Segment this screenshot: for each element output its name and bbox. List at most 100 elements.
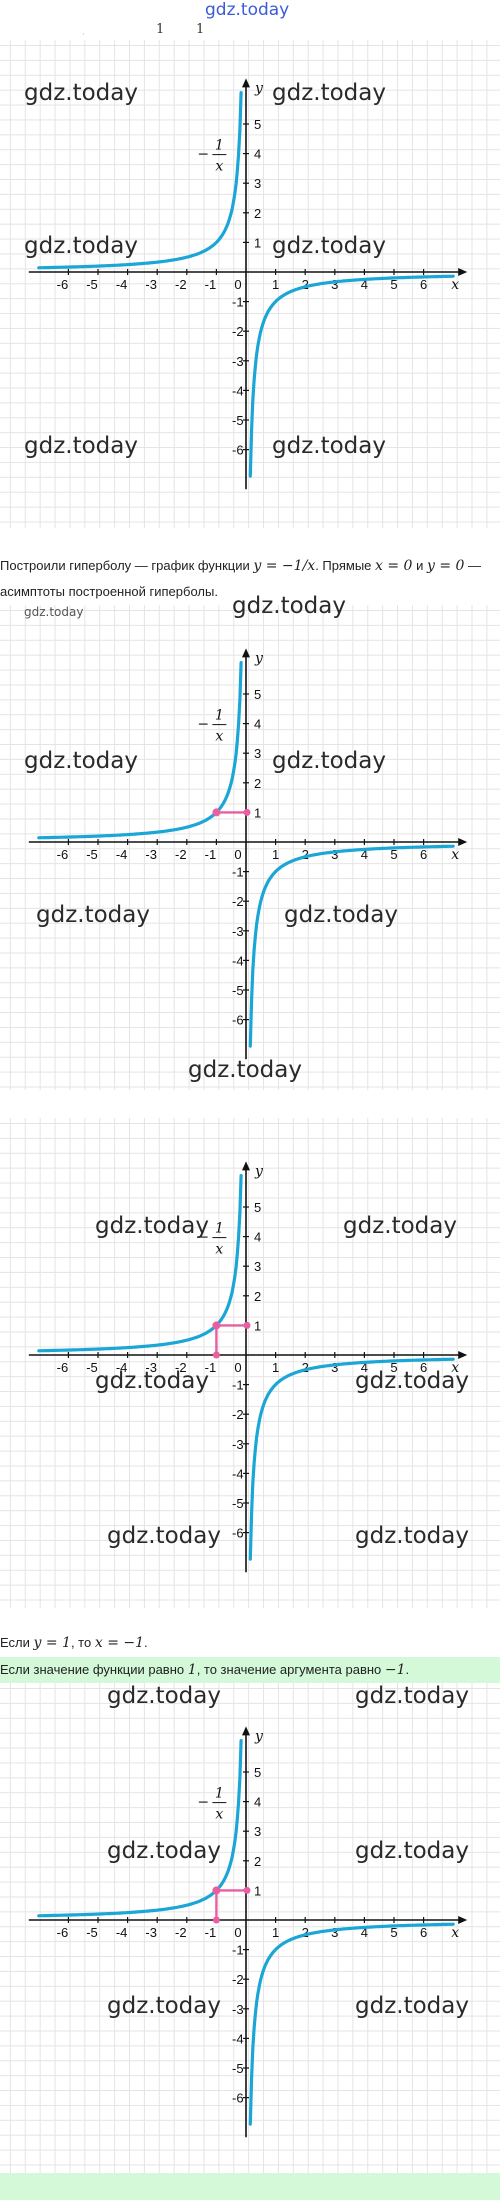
x-tick-label: 2 — [302, 277, 309, 292]
y-axis-arrow — [242, 78, 250, 88]
x-tick-label: 1 — [272, 1360, 279, 1375]
x-tick-label: -1 — [205, 277, 217, 292]
y-tick-label: 2 — [254, 206, 261, 221]
top-header: gdz.today · 1 1 — [0, 0, 500, 40]
y-tick-label: 3 — [254, 1259, 261, 1274]
watermark: gdz.today — [95, 1213, 209, 1239]
x-tick-label: 0 — [234, 277, 241, 292]
y-tick-label: -6 — [232, 443, 244, 458]
x-tick-label: -6 — [57, 277, 69, 292]
x-tick-label: 1 — [272, 277, 279, 292]
watermark: gdz.today — [107, 1683, 221, 1709]
watermark: gdz.today — [355, 1523, 469, 1549]
hyperbola-right-branch — [248, 274, 455, 478]
conclusion-text: Если значение функции равно — [0, 1662, 185, 1677]
y-tick-label: -2 — [232, 1972, 244, 1987]
formula-numerator: 1 — [215, 138, 224, 154]
watermark: gdz.today — [95, 1368, 209, 1394]
y-tick-label: 4 — [254, 717, 261, 732]
y-tick-label: 3 — [254, 746, 261, 761]
x-tick-label: 4 — [361, 1925, 368, 1940]
statement-x-eq: x = −1 — [94, 1635, 145, 1651]
x-axis-label: x — [451, 1360, 459, 1376]
x-tick-label: 2 — [302, 1360, 309, 1375]
x-tick-label: 3 — [331, 1360, 338, 1375]
y-tick-label: 1 — [254, 235, 261, 250]
caption-intro: Построили гиперболу — график функции — [0, 558, 250, 573]
watermark: gdz.today — [284, 902, 398, 928]
watermark: gdz.today — [36, 902, 150, 928]
x-tick-label: -1 — [205, 1925, 217, 1940]
caption-x0: x = 0 — [375, 558, 413, 574]
chart-panel-2: -6 -5 -4 -3 -2 -1 0 1 2 3 4 5 6 -6 -5 -4 -3 -2 -1 1 2 3 4 5 x y −1… — [0, 593, 500, 1090]
x-axis-arrow — [458, 1916, 468, 1924]
x-tick-label: -3 — [145, 1360, 157, 1375]
y-tick-label: -6 — [232, 2091, 244, 2106]
caption-line2: асимптоты построенной гиперболы. — [0, 584, 218, 599]
y-axis-arrow — [242, 1726, 250, 1736]
x-tick-label: 5 — [390, 277, 397, 292]
y-tick-label: 5 — [254, 687, 261, 702]
watermark: gdz.today — [24, 80, 138, 106]
hyperbola-left-branch — [37, 1739, 243, 1918]
formula-minus: − — [197, 147, 209, 163]
x-tick-label: 1 — [272, 1925, 279, 1940]
formula-minus: − — [197, 1230, 209, 1246]
y-tick-label: -4 — [232, 2031, 244, 2046]
x-tick-label: -5 — [86, 847, 98, 862]
hyperbola-right-branch — [248, 844, 455, 1048]
x-tick-label: 6 — [420, 1925, 427, 1940]
formula-numerator: 1 — [215, 1786, 224, 1802]
x-tick-label: -5 — [86, 277, 98, 292]
y-tick-label: 5 — [254, 1200, 261, 1215]
x-tick-label: -6 — [57, 1360, 69, 1375]
y-tick-label: -4 — [232, 1466, 244, 1481]
formula-denominator: x — [215, 1807, 223, 1823]
x-tick-label: 3 — [331, 1925, 338, 1940]
y-tick-label: -3 — [232, 2002, 244, 2017]
y-tick-label: -1 — [232, 865, 244, 880]
y-tick-label: -3 — [232, 354, 244, 369]
x-tick-label: 4 — [361, 847, 368, 862]
hyperbola-chart-4: -6 -5 -4 -3 -2 -1 0 1 2 3 4 5 6-6-5-4-3-2-112345xy−1… — [28, 1726, 468, 2138]
y-tick-label: 3 — [254, 176, 261, 191]
hyperbola-left-branch — [37, 91, 243, 270]
x-tick-label: 5 — [390, 1360, 397, 1375]
x-tick-label: 0 — [234, 1360, 241, 1375]
watermark: gdz.today — [272, 433, 386, 459]
x-tick-label: 5 — [390, 847, 397, 862]
x-tick-label: -2 — [175, 277, 187, 292]
x-tick-label: -4 — [116, 1925, 128, 1940]
y-tick-label: -3 — [232, 924, 244, 939]
highlight-point — [212, 808, 221, 817]
y-tick-label: 5 — [254, 117, 261, 132]
x-tick-label: -5 — [86, 1360, 98, 1375]
x-tick-label: 2 — [302, 1925, 309, 1940]
watermark: gdz.today — [24, 233, 138, 259]
y-tick-label: 2 — [254, 776, 261, 791]
x-tick-label: -5 — [86, 1925, 98, 1940]
x-tick-label: 6 — [420, 277, 427, 292]
formula-minus: − — [197, 717, 209, 733]
x-tick-label: 2 — [302, 847, 309, 862]
y-tick-label: -2 — [232, 1407, 244, 1422]
x-tick-label: 3 — [331, 277, 338, 292]
x-tick-label: 5 — [390, 1925, 397, 1940]
hyperbola-chart-2: -6 -5 -4 -3 -2 -1 0 1 2 3 4 5 6-6-5-4-3-2-112345xy−1… — [28, 648, 468, 1060]
x-tick-label: 0 — [234, 847, 241, 862]
formula-minus: − — [197, 1795, 209, 1811]
formula-denominator: x — [215, 159, 223, 175]
formula-numerator: 1 — [215, 708, 224, 724]
watermark: gdz.today — [24, 748, 138, 774]
y-tick-label: 4 — [254, 1230, 261, 1245]
y-tick-label: -1 — [232, 1378, 244, 1393]
y-tick-label: 1 — [254, 1883, 261, 1898]
chart-panel-4: -6 -5 -4 -3 -2 -1 0 1 2 3 4 5 6 -6 -5 -4 -3 -2 -1 1 2 3 4 5 x y −1… — [0, 1683, 500, 2173]
y-axis-label: y — [254, 1728, 264, 1744]
y-tick-label: 3 — [254, 1824, 261, 1839]
x-tick-label: 4 — [361, 277, 368, 292]
x-tick-label: 1 — [272, 847, 279, 862]
top-fragment-1: 1 — [156, 22, 165, 37]
watermark: gdz.today — [232, 593, 346, 619]
formula-denominator: x — [215, 729, 223, 745]
